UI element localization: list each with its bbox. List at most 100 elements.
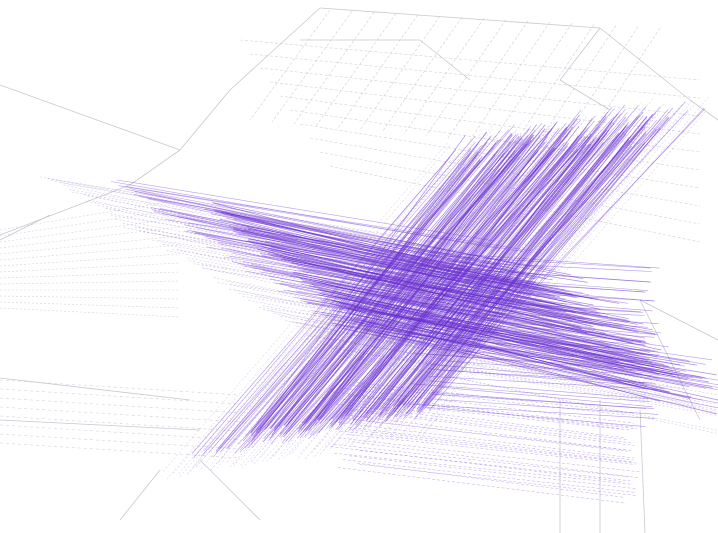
mesh-line-b — [220, 135, 493, 453]
core-line-b — [314, 148, 556, 426]
lower-band-line — [330, 446, 625, 483]
right-band-line — [419, 272, 649, 291]
lower-band-line — [350, 415, 627, 451]
right-band-line — [419, 326, 646, 346]
mesh-line-b — [163, 142, 448, 472]
lower-left-grid-line — [0, 388, 241, 405]
right-band-line — [430, 278, 644, 293]
lower-band-line — [339, 422, 635, 459]
right-band-line — [408, 286, 654, 302]
core-line-b — [362, 129, 607, 418]
mesh-line-b — [191, 156, 451, 454]
right-band-line — [418, 251, 660, 269]
core-line-b — [257, 136, 491, 434]
core-line-b — [298, 139, 515, 432]
right-band-line — [439, 283, 655, 302]
upper-grid-line — [271, 11, 353, 123]
right-band-line — [433, 311, 648, 328]
boundary-line — [559, 27, 601, 81]
lower-band-line — [342, 399, 630, 431]
upper-grid-line — [403, 18, 485, 135]
right-band-line — [437, 369, 656, 384]
lower-left-grid-line — [0, 379, 241, 396]
left-grid-line — [0, 244, 181, 261]
mesh-line-b — [401, 99, 694, 439]
upper-grid-line — [269, 81, 701, 135]
right-band-line — [425, 298, 643, 313]
mesh-line-a — [323, 343, 718, 412]
core-line-b — [403, 116, 638, 409]
core-line-a — [248, 238, 551, 296]
core-line-b — [318, 137, 535, 421]
core-line-b — [320, 143, 569, 420]
mesh-line-a — [53, 179, 453, 246]
dense-mesh-lines — [204, 111, 718, 442]
boundary-line — [0, 419, 201, 431]
boundary-line — [599, 27, 691, 101]
upper-grid-line — [425, 19, 507, 137]
right-band-line — [430, 364, 648, 384]
right-band-line — [439, 360, 653, 377]
core-line-b — [346, 114, 580, 415]
core-line-a — [350, 318, 703, 380]
core-line-b — [421, 125, 644, 408]
left-grid-line — [0, 280, 181, 285]
core-line-b — [309, 133, 533, 420]
boundary-line — [639, 299, 701, 421]
mesh-line-a — [162, 243, 556, 317]
core-line-a — [298, 269, 653, 331]
lower-left-grid-line — [0, 433, 241, 450]
right-band-line — [414, 291, 653, 312]
mesh-line-b — [187, 151, 463, 475]
core-line-a — [290, 275, 646, 339]
core-line-b — [403, 131, 625, 406]
core-line-b — [253, 139, 499, 437]
upper-grid-line — [329, 165, 701, 243]
core-line-b — [283, 139, 532, 435]
boundary-line — [0, 184, 131, 236]
right-band-line — [411, 383, 650, 402]
upper-grid-line — [447, 20, 529, 139]
upper-grid-line — [239, 39, 701, 81]
upper-grid-line — [249, 53, 701, 99]
core-line-b — [273, 133, 513, 431]
core-line-b — [302, 150, 516, 426]
core-line-b — [342, 141, 568, 414]
left-grid-line — [0, 295, 181, 300]
lower-band-line — [338, 437, 640, 473]
mesh-line-b — [406, 113, 683, 439]
core-line-b — [250, 135, 466, 433]
core-line-b — [397, 125, 627, 413]
core-line-a — [240, 230, 601, 310]
core-line-b — [255, 148, 472, 432]
lower-left-grid-line — [0, 442, 241, 459]
lower-band-line — [349, 455, 636, 489]
right-band-line — [431, 393, 655, 409]
left-grid-line — [0, 301, 181, 309]
lower-band-line — [350, 429, 634, 463]
lower-band-line — [351, 441, 639, 479]
core-line-b — [358, 135, 589, 415]
core-line-b — [316, 143, 528, 419]
core-line-a — [266, 249, 571, 316]
core-line-b — [335, 122, 557, 423]
boundary-line — [0, 84, 181, 151]
core-line-b — [417, 137, 630, 412]
right-band-line — [437, 343, 652, 363]
mesh-line-b — [227, 147, 495, 449]
right-band-line — [409, 334, 656, 351]
mesh-line-b — [193, 149, 457, 459]
upper-grid-line — [557, 26, 639, 149]
core-line-b — [364, 137, 597, 419]
right-band-line — [408, 322, 646, 342]
mesh-line-a — [234, 289, 618, 369]
right-band-line — [428, 380, 649, 399]
upper-grid-line — [319, 151, 701, 225]
lower-band-line — [347, 384, 627, 416]
right-band-line — [437, 399, 659, 415]
core-line-b — [251, 153, 471, 436]
lower-band-line — [332, 391, 636, 428]
boundary-line — [419, 39, 471, 81]
right-band-line — [413, 314, 656, 335]
